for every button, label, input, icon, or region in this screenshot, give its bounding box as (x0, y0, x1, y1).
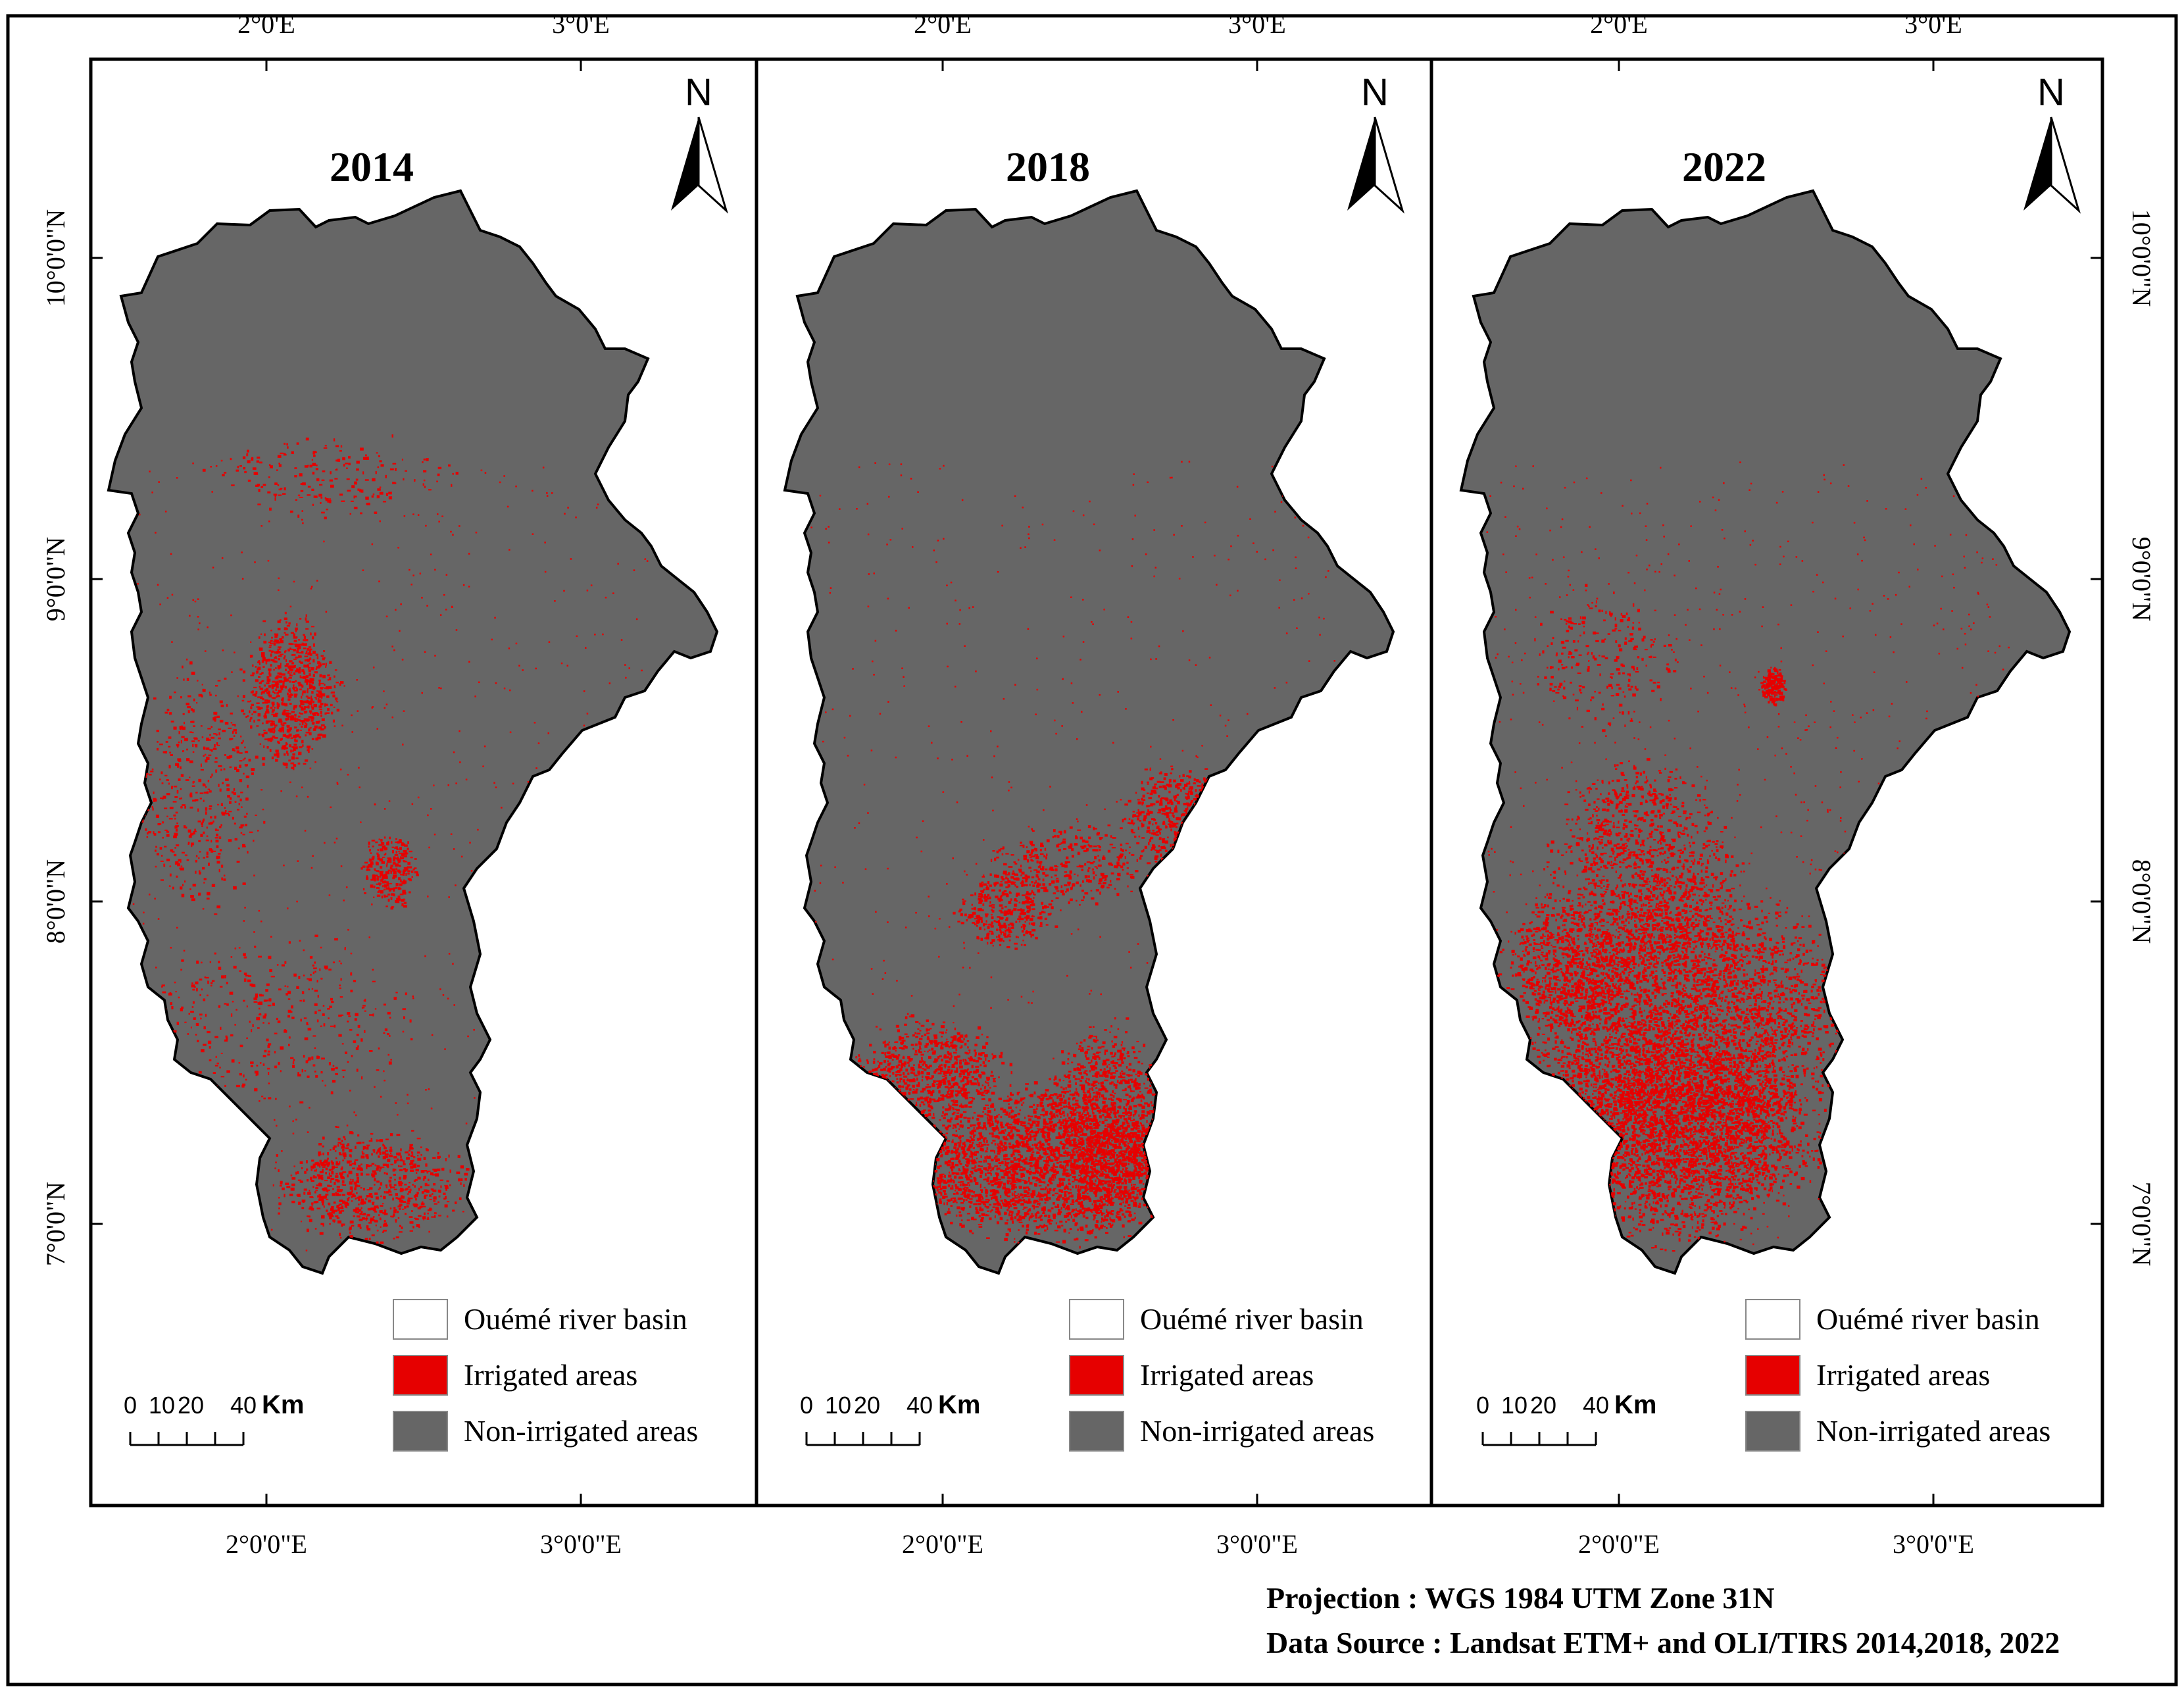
legend-label: Non-irrigated areas (464, 1414, 698, 1448)
map-frame (89, 57, 2104, 1507)
basin-polygon (783, 190, 1395, 1275)
legend-swatch (393, 1299, 448, 1340)
scale-label: 20 (178, 1392, 204, 1419)
legend-swatch (393, 1411, 448, 1452)
top-lon-label: 3°0'E (552, 9, 610, 39)
top-lon-label: 3°0'E (1228, 9, 1286, 39)
north-arrow-icon: N (2023, 71, 2081, 214)
legend-swatch (393, 1355, 448, 1396)
legend-label: Ouémé river basin (1140, 1302, 1364, 1336)
bottom-lon-label: 2°0'0"E (1578, 1529, 1660, 1559)
map-panel-2018: 2018 N Ouémé river basin Irrigated areas Non… (783, 71, 1404, 1452)
legend-swatch (1069, 1299, 1124, 1340)
scale-label: 40 (1583, 1392, 1609, 1419)
legend-swatch (1745, 1299, 1800, 1340)
legend: Ouémé river basin Irrigated areas Non-irri… (393, 1299, 698, 1452)
right-lat-label: 7°0'0"N (2127, 1182, 2156, 1266)
north-label: N (2037, 71, 2065, 114)
map-panel-2022: 2022 N Ouémé river basin Irrigated areas Non… (1460, 71, 2081, 1452)
legend: Ouémé river basin Irrigated areas Non-irri… (1745, 1299, 2050, 1452)
legend-swatch (1069, 1411, 1124, 1452)
left-lat-label: 10°0'0"N (41, 209, 70, 307)
scale-label: 20 (1530, 1392, 1556, 1419)
legend-label: Irrigated areas (1140, 1358, 1314, 1392)
north-arrow-icon: N (1347, 71, 1404, 214)
legend: Ouémé river basin Irrigated areas Non-irri… (1069, 1299, 1374, 1452)
bottom-lon-label: 2°0'0"E (902, 1529, 983, 1559)
scale-unit: Km (1614, 1390, 1656, 1419)
right-lat-label: 8°0'0"N (2127, 859, 2156, 944)
top-lon-label: 2°0'E (237, 9, 295, 39)
outer-frame (6, 14, 2178, 1686)
legend-label: Ouémé river basin (1816, 1302, 2040, 1336)
bottom-lon-label: 3°0'0"E (540, 1529, 622, 1559)
right-lat-label: 10°0'0"N (2127, 209, 2156, 307)
top-lon-label: 3°0'E (1904, 9, 1962, 39)
scale-bar: 0 10 20 40 Km (800, 1390, 980, 1446)
scale-label: 10 (825, 1392, 851, 1419)
bottom-lon-label: 2°0'0"E (226, 1529, 307, 1559)
scale-label: 10 (149, 1392, 175, 1419)
panel-year-title: 2022 (1682, 143, 1766, 190)
north-arrow-icon: N (671, 71, 728, 214)
graticule-ticks (91, 59, 2102, 1506)
legend-label: Non-irrigated areas (1816, 1414, 2050, 1448)
legend-label: Irrigated areas (1816, 1358, 1990, 1392)
left-lat-label: 8°0'0"N (41, 859, 70, 944)
north-label: N (1361, 71, 1389, 114)
scale-label: 40 (906, 1392, 933, 1419)
scale-unit: Km (938, 1390, 980, 1419)
top-lon-label: 2°0'E (914, 9, 972, 39)
top-lon-label: 2°0'E (1590, 9, 1648, 39)
scale-unit: Km (262, 1390, 304, 1419)
left-lat-label: 7°0'0"N (41, 1182, 70, 1266)
north-label: N (685, 71, 712, 114)
scale-label: 10 (1501, 1392, 1527, 1419)
data-source-note: Data Source : Landsat ETM+ and OLI/TIRS … (1266, 1626, 2060, 1659)
legend-label: Ouémé river basin (464, 1302, 687, 1336)
scale-label: 20 (854, 1392, 880, 1419)
scale-bar: 0 10 20 40 Km (124, 1390, 304, 1446)
right-lat-label: 9°0'0"N (2127, 537, 2156, 621)
scale-label: 0 (800, 1392, 813, 1419)
irrigated-areas (129, 434, 659, 1252)
panel-year-title: 2014 (330, 143, 414, 190)
scale-label: 0 (1476, 1392, 1489, 1419)
legend-label: Irrigated areas (464, 1358, 637, 1392)
graticule-labels: 2°0'E 2°0'0"E 3°0'E 3°0'0"E 2°0'E 2°0'0"E 3°0'… (41, 9, 2156, 1559)
bottom-lon-label: 3°0'0"E (1893, 1529, 1974, 1559)
bottom-lon-label: 3°0'0"E (1216, 1529, 1298, 1559)
basin-polygon (107, 190, 718, 1275)
legend-swatch (1069, 1355, 1124, 1396)
irrigated-areas (1484, 461, 2012, 1252)
legend-label: Non-irrigated areas (1140, 1414, 1374, 1448)
legend-swatch (1745, 1411, 1800, 1452)
projection-note: Projection : WGS 1984 UTM Zone 31N (1266, 1581, 1775, 1615)
scale-label: 40 (230, 1392, 257, 1419)
left-lat-label: 9°0'0"N (41, 537, 70, 621)
scale-bar: 0 10 20 40 Km (1476, 1390, 1656, 1446)
panel-year-title: 2018 (1006, 143, 1090, 190)
map-panel-2014: 2014 N Ouémé river basin Irrigated areas Non… (107, 71, 728, 1452)
legend-swatch (1745, 1355, 1800, 1396)
scale-label: 0 (124, 1392, 137, 1419)
map-panels: 2014 N Ouémé river basin Irrigated areas Non… (107, 71, 2081, 1452)
